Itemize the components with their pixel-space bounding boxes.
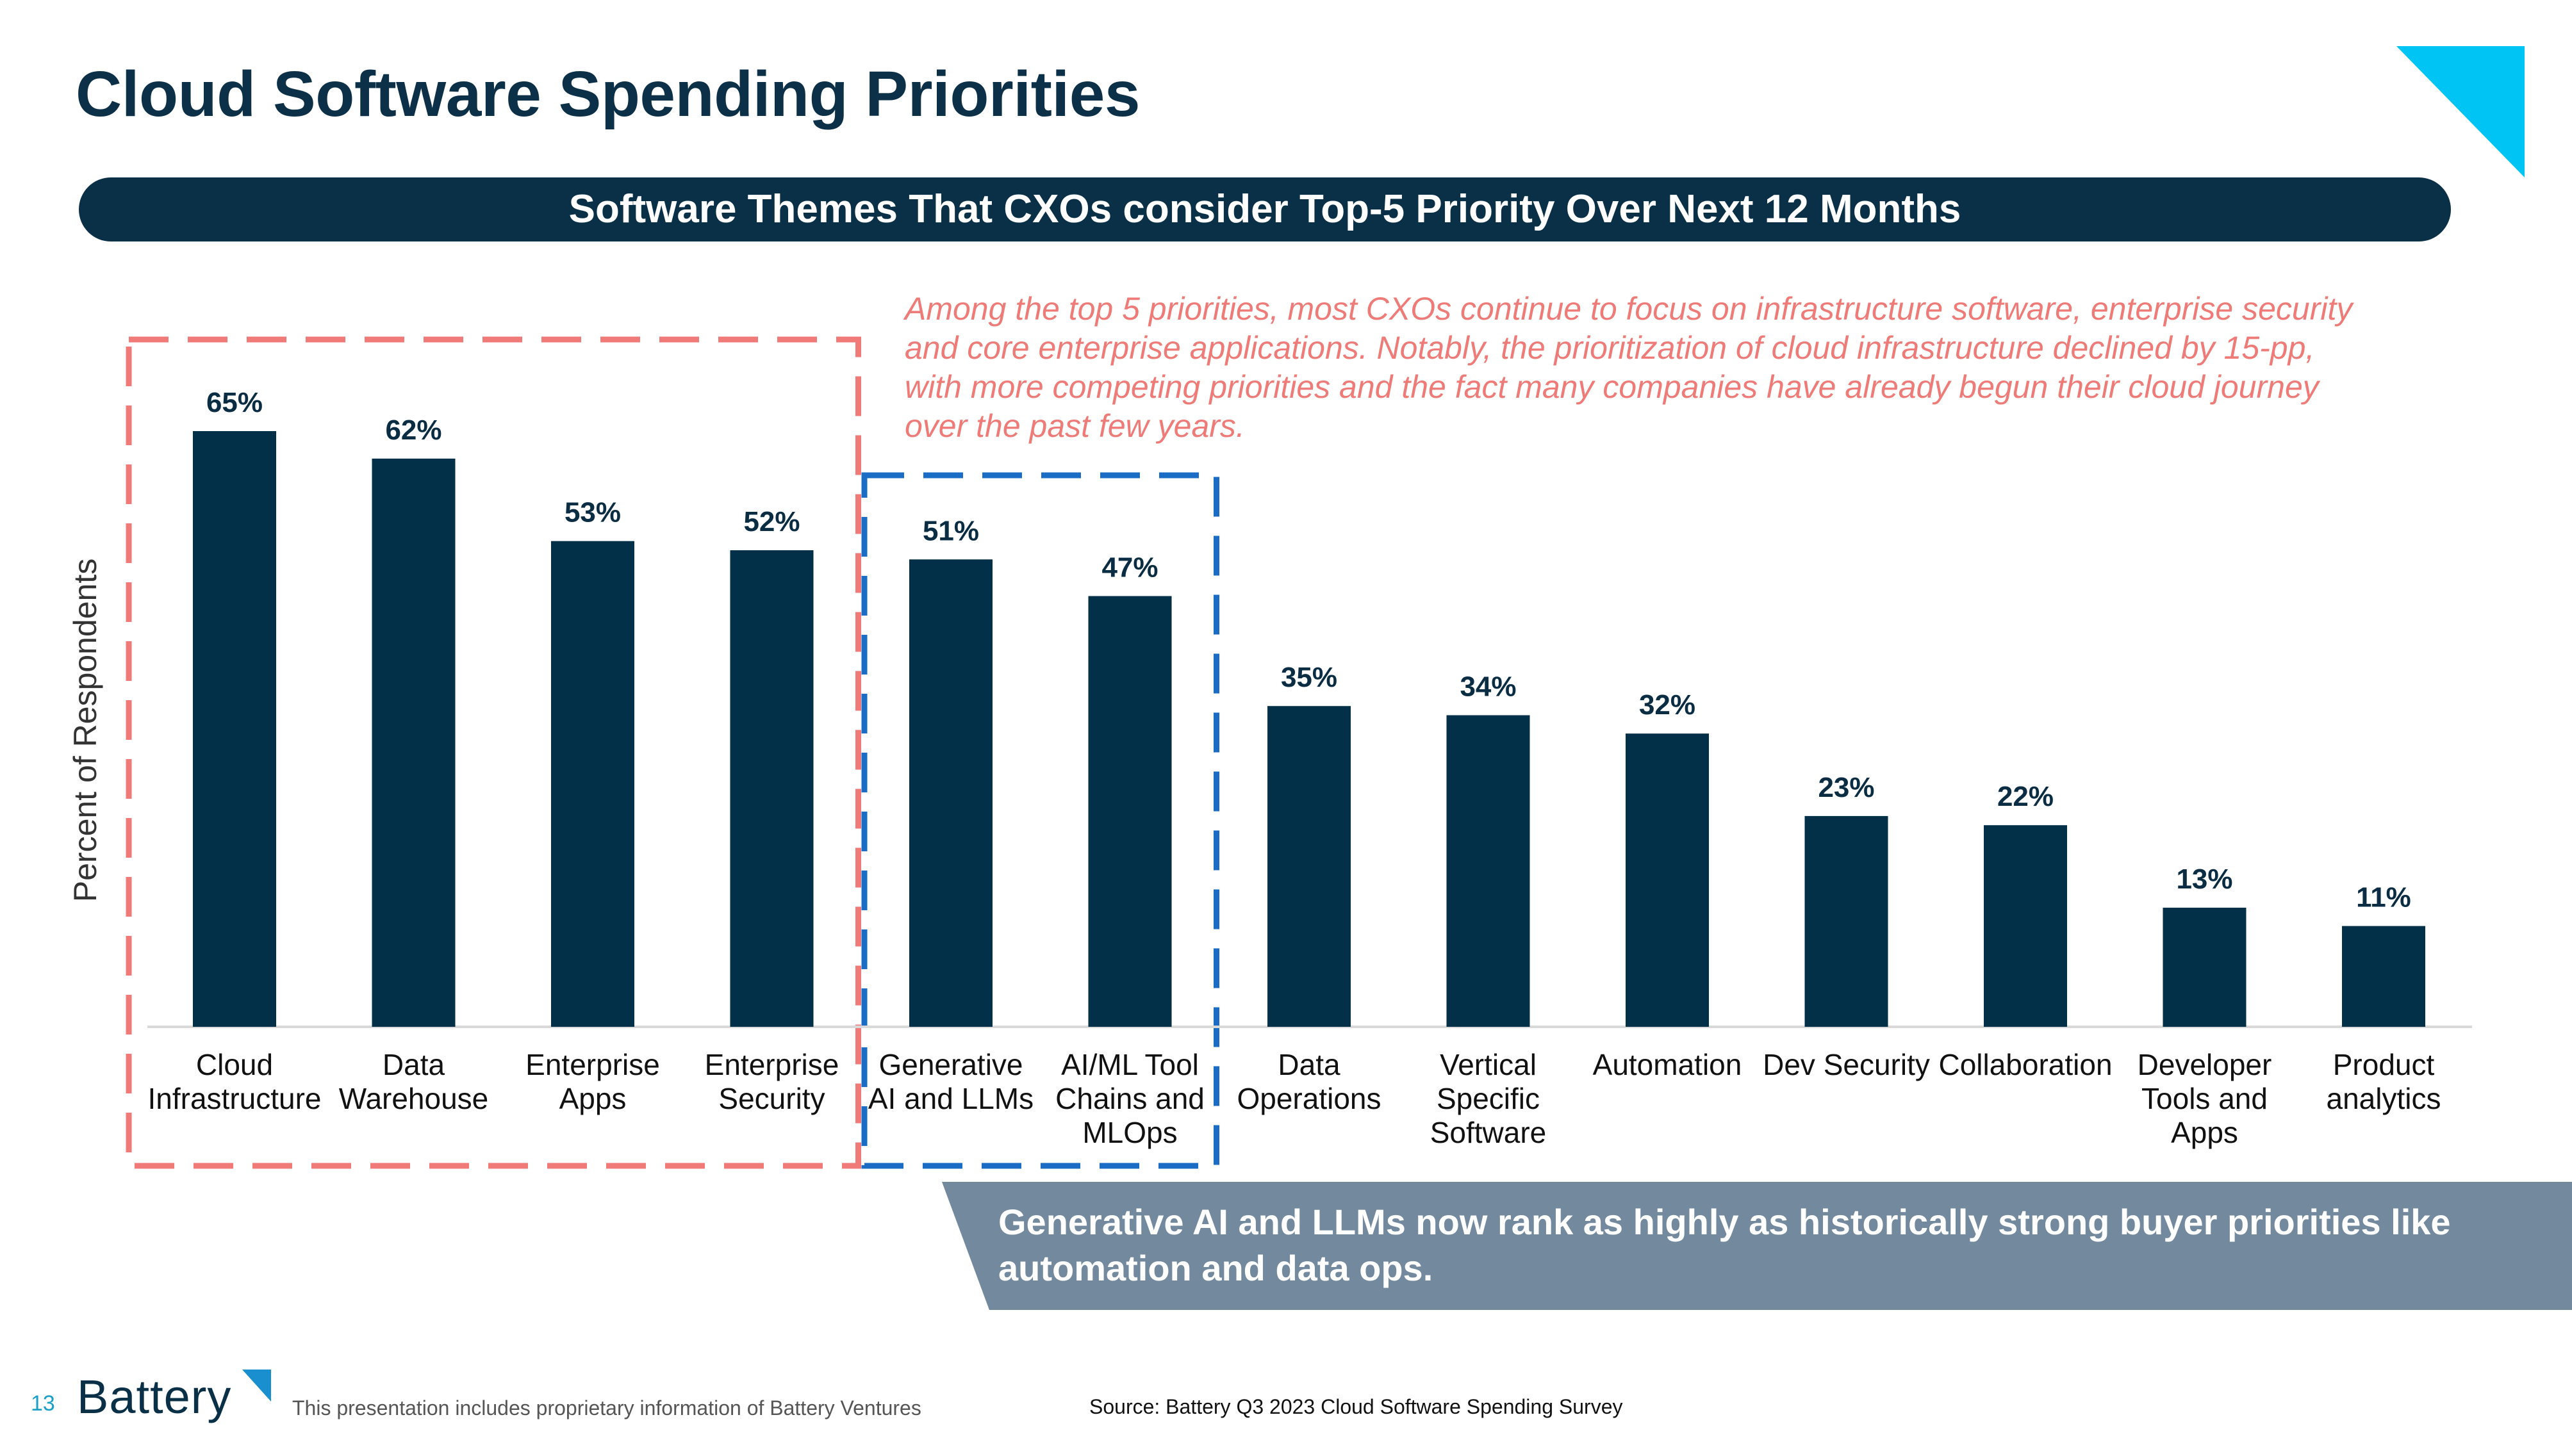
category-label: Infrastructure	[148, 1082, 322, 1115]
data-label: 47%	[1101, 552, 1158, 584]
category-label: AI/ML Tool	[1061, 1048, 1199, 1081]
bar	[1088, 596, 1172, 1027]
category-label: Chains and	[1055, 1082, 1205, 1115]
category-label: Dev Security	[1763, 1048, 1930, 1081]
bar	[2163, 908, 2246, 1027]
category-label: Generative	[878, 1048, 1023, 1081]
category-label: Developer	[2138, 1048, 2272, 1081]
data-label: 35%	[1281, 662, 1337, 693]
data-label: 23%	[1818, 772, 1874, 803]
bar	[909, 559, 993, 1027]
category-label: Vertical	[1440, 1048, 1537, 1081]
data-label: 52%	[743, 506, 800, 537]
category-label: Specific	[1437, 1082, 1540, 1115]
data-label: 22%	[1997, 781, 2054, 812]
category-label: Data	[383, 1048, 445, 1081]
callout-background	[942, 1182, 2572, 1310]
bar	[1446, 715, 1530, 1027]
category-label: Data	[1278, 1048, 1340, 1081]
callout-text: Generative AI and LLMs now rank as highl…	[998, 1202, 2451, 1288]
category-label: MLOps	[1082, 1116, 1177, 1149]
battery-logo-icon	[242, 1370, 271, 1402]
disclaimer: This presentation includes proprietary i…	[292, 1396, 921, 1419]
category-label: Product	[2333, 1048, 2435, 1081]
category-label: Automation	[1593, 1048, 1742, 1081]
category-label: Cloud	[196, 1048, 273, 1081]
bar	[1267, 706, 1351, 1027]
bar	[193, 431, 276, 1027]
data-label: 32%	[1639, 689, 1695, 721]
category-label: Tools and	[2141, 1082, 2268, 1115]
dashed-red-box-highlight	[126, 336, 861, 1169]
bar	[372, 458, 456, 1027]
data-label: 11%	[2356, 882, 2411, 913]
page-title: Cloud Software Spending Priorities	[76, 58, 1140, 130]
bar	[1626, 733, 1709, 1027]
bar	[2342, 926, 2425, 1027]
category-label: Warehouse	[339, 1082, 489, 1115]
chart-banner: Software Themes That CXOs consider Top-5…	[79, 177, 2451, 241]
data-label: 53%	[565, 497, 621, 528]
data-label: 65%	[206, 387, 263, 418]
category-label: Apps	[2171, 1116, 2238, 1149]
annotation-text: Among the top 5 priorities, most CXOs co…	[905, 291, 2353, 444]
page-number: 13	[31, 1391, 55, 1416]
data-label: 51%	[923, 515, 979, 546]
category-label: Security	[718, 1082, 825, 1115]
data-label: 34%	[1460, 671, 1516, 703]
data-label: 62%	[385, 414, 441, 446]
category-label: Software	[1430, 1116, 1547, 1149]
bar	[1984, 825, 2067, 1027]
category-label: Collaboration	[1938, 1048, 2112, 1081]
corner-accent-triangle	[2396, 46, 2525, 177]
category-label: AI and LLMs	[868, 1082, 1034, 1115]
category-label: analytics	[2327, 1082, 2441, 1115]
dashed-blue-box-highlight	[861, 472, 1219, 1169]
category-label: Enterprise	[705, 1048, 839, 1081]
data-label: 13%	[2176, 863, 2232, 895]
category-label: Enterprise	[525, 1048, 660, 1081]
source-note: Source: Battery Q3 2023 Cloud Software S…	[1089, 1395, 1623, 1418]
bar	[1804, 815, 1888, 1027]
bar	[730, 550, 814, 1027]
battery-logo-text: Battery	[77, 1370, 232, 1423]
category-label: Apps	[559, 1082, 627, 1115]
bar	[551, 541, 634, 1027]
category-label: Operations	[1237, 1082, 1381, 1115]
